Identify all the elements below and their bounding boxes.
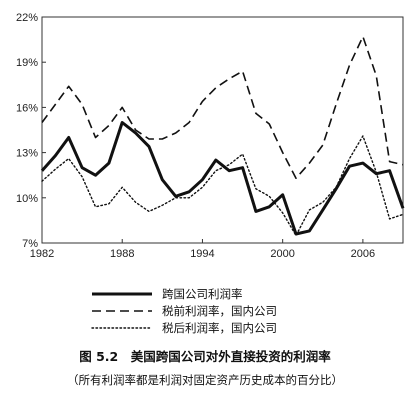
y-tick-label: 22% xyxy=(16,12,38,24)
y-tick-label: 16% xyxy=(16,102,38,114)
plot-border xyxy=(41,16,404,244)
legend-label: 税前利润率，国内公司 xyxy=(162,304,277,318)
series-line-solid xyxy=(40,121,405,236)
x-tick-label: 1982 xyxy=(30,248,54,260)
y-tick-label: 13% xyxy=(16,148,38,160)
series-layer xyxy=(40,35,405,237)
y-tick-label: 19% xyxy=(16,57,38,69)
legend-label: 跨国公司利润率 xyxy=(162,287,243,301)
x-tick-label: 2006 xyxy=(351,248,375,260)
y-tick-label: 7% xyxy=(22,238,38,250)
plot-area xyxy=(41,16,404,244)
x-tick-label: 1994 xyxy=(190,248,214,260)
figure-caption-note: （所有利润率都是利润对固定资产历史成本的百分比） xyxy=(67,373,343,387)
figure-caption-title: 图 5.2 美国跨国公司对外直接投资的利润率 xyxy=(79,349,331,364)
series-line-dashed xyxy=(41,35,404,179)
x-tick-label: 2000 xyxy=(270,248,294,260)
legend-label: 税后利润率，国内公司 xyxy=(162,321,277,335)
y-tick-label: 10% xyxy=(16,193,38,205)
series-line-dotted xyxy=(41,135,404,237)
x-axis: 1982 1988 1994 2000 2006 xyxy=(30,239,375,260)
line-chart: 7% 10% 13% 16% 19% 22% 1982 1988 1994 2000 2006 跨… xyxy=(16,12,405,335)
y-axis: 7% 10% 13% 16% 19% 22% xyxy=(16,12,46,250)
x-tick-label: 1988 xyxy=(110,248,134,260)
